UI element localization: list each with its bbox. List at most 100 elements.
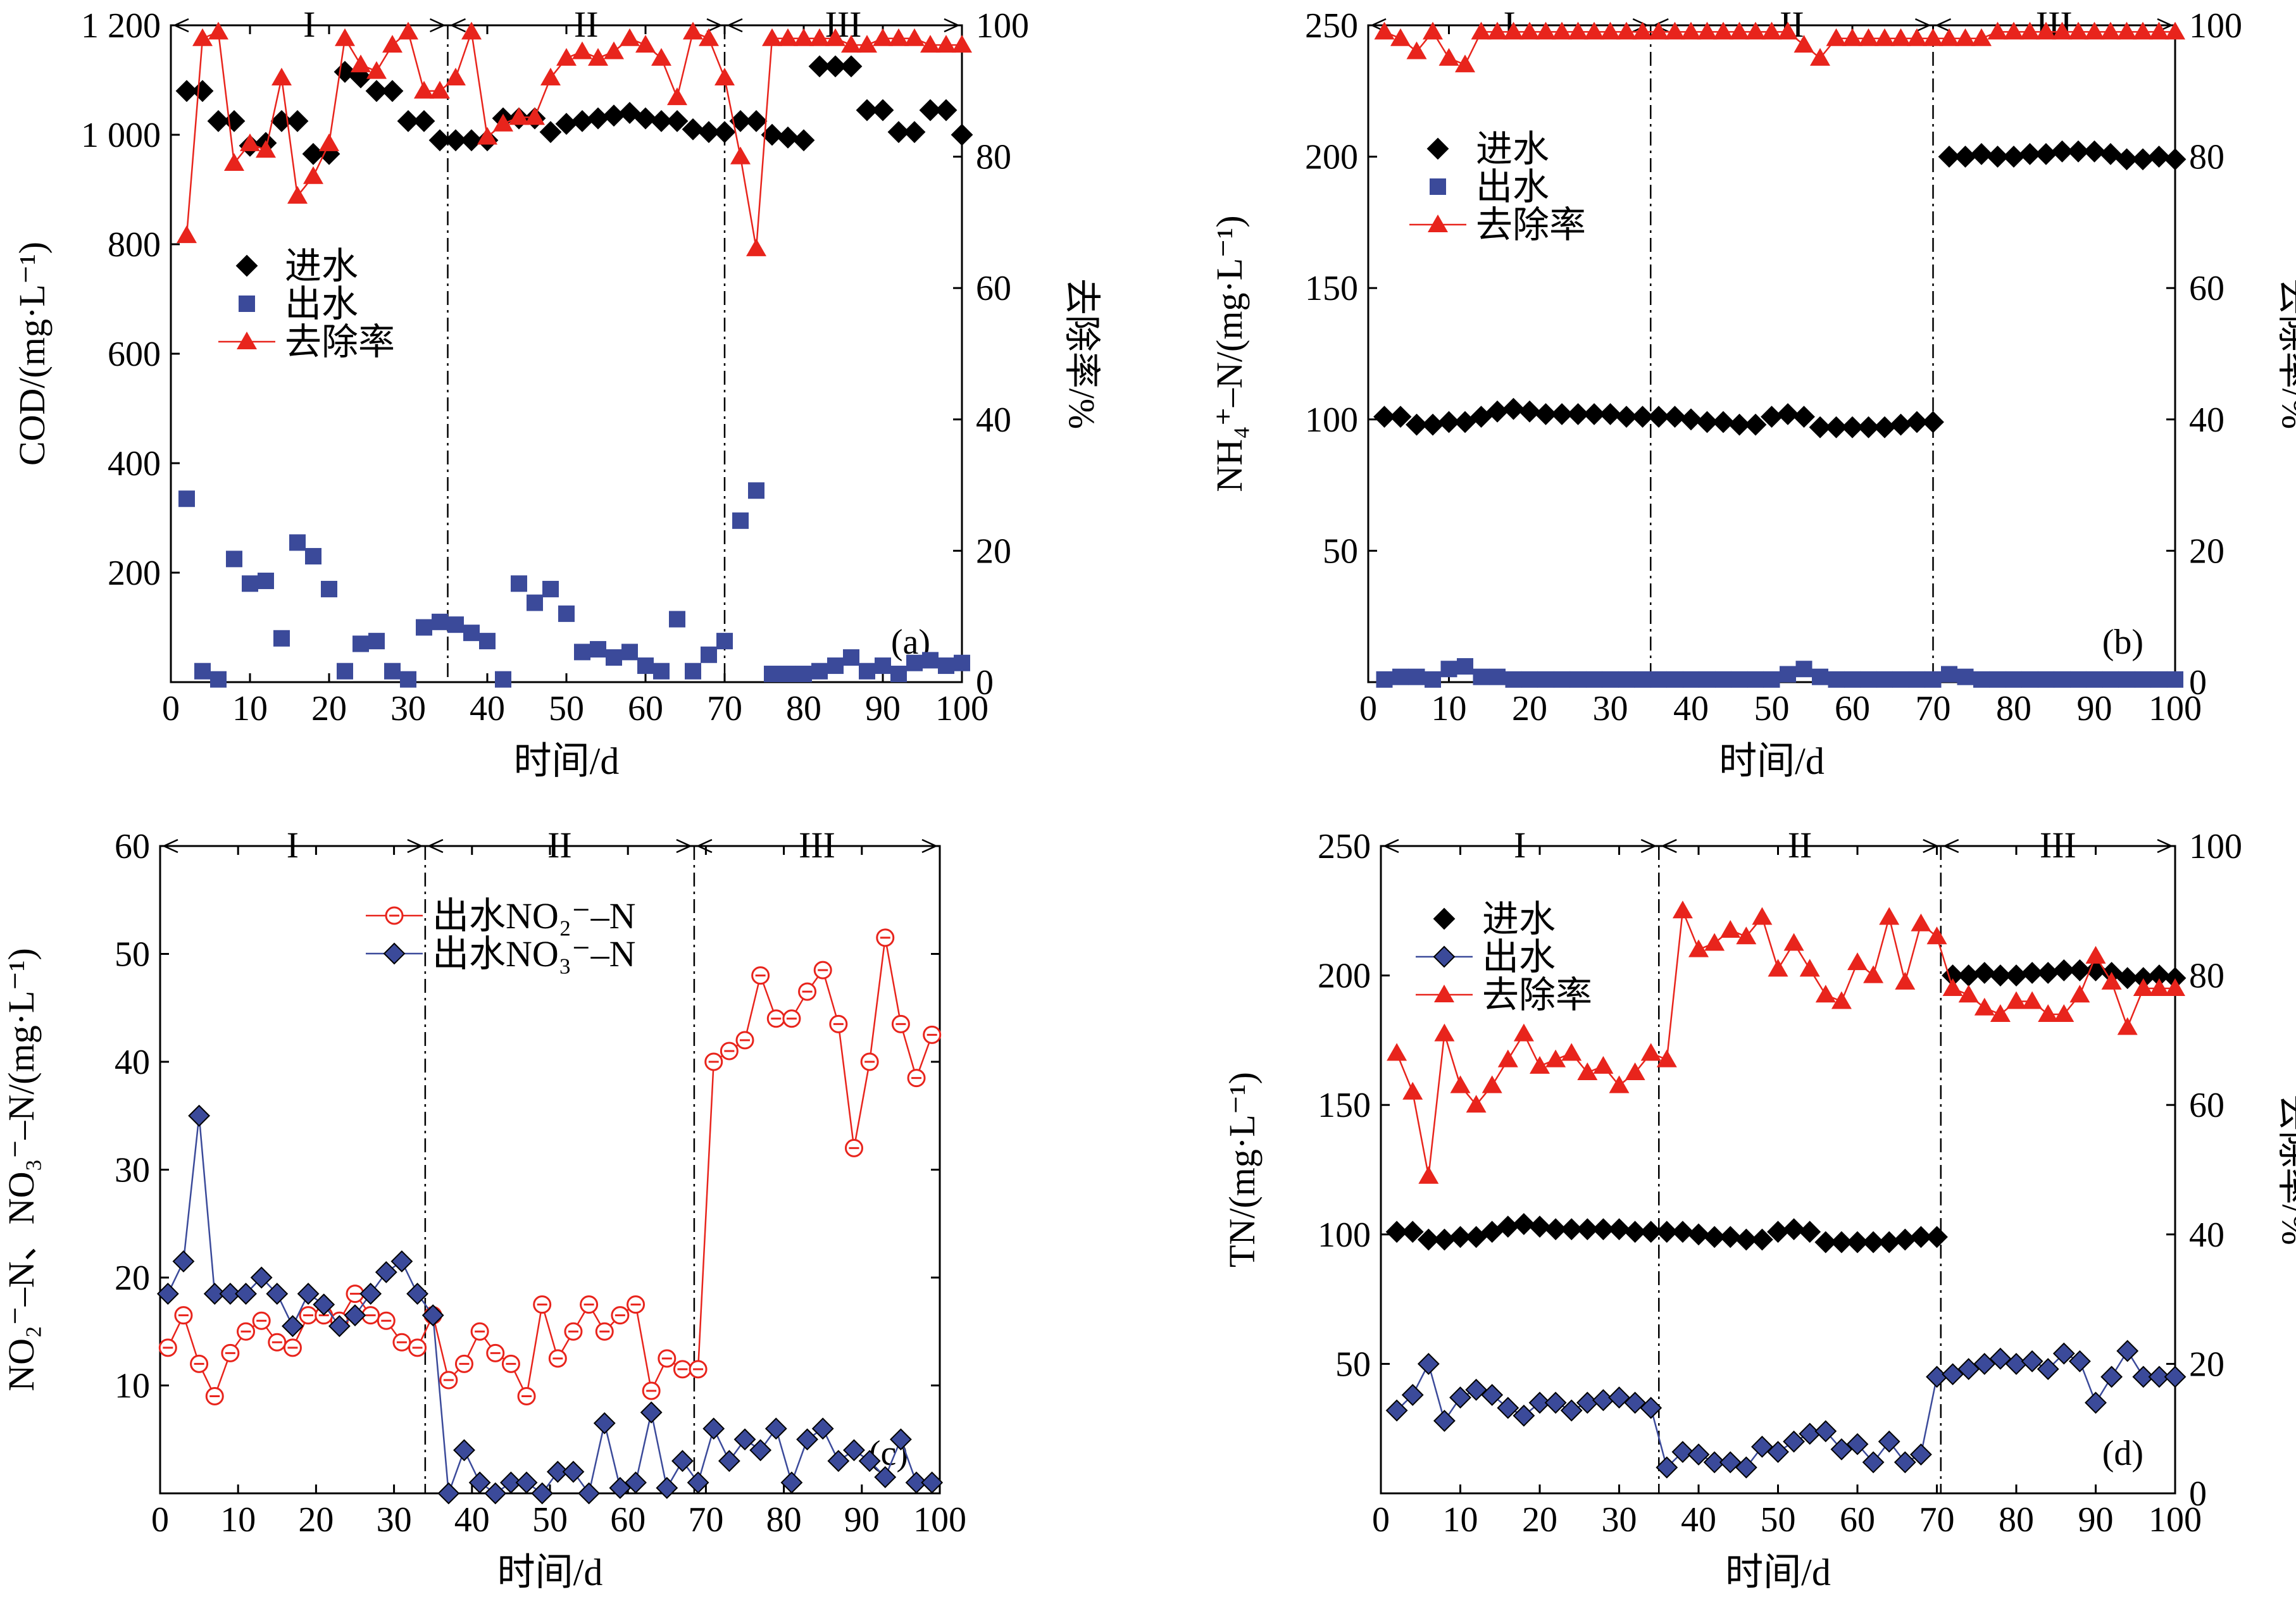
data-point (2101, 971, 2122, 990)
chart-panel-b: 0 10 20 30 40 50 60 70 80 90 100 50 100 150 200 250 0 20 4… (1209, 4, 2296, 782)
data-point (1649, 22, 1669, 40)
data-point (856, 99, 878, 121)
data-point (593, 1412, 616, 1434)
data-point (1656, 1049, 1677, 1067)
phase-label: II (574, 4, 599, 45)
data-point (651, 47, 671, 66)
data-point (749, 1439, 772, 1462)
y2-tick-label: 100 (2189, 6, 2242, 46)
data-point (1809, 416, 1831, 439)
data-point (1513, 1404, 1535, 1427)
data-point (792, 129, 815, 152)
data-point (414, 80, 434, 99)
data-point (1926, 1226, 1948, 1248)
x-tick-label: 80 (1996, 689, 2031, 728)
data-point (954, 654, 970, 671)
data-point (1763, 671, 1780, 688)
data-point (587, 107, 609, 130)
data-point (732, 512, 749, 529)
data-point (1688, 939, 1709, 957)
data-point (653, 663, 670, 680)
data-point (1449, 1226, 1471, 1248)
data-point (571, 109, 594, 132)
y-tick-label: 40 (115, 1043, 150, 1082)
legend-item: 进水 (1426, 128, 1549, 170)
data-point (1519, 22, 1540, 40)
data-point (1778, 22, 1798, 40)
data-point (1974, 997, 1995, 1016)
data-point (416, 619, 432, 636)
data-point (697, 121, 720, 144)
data-point (432, 613, 448, 630)
data-point (859, 663, 875, 680)
data-point (297, 1283, 320, 1305)
series (1373, 140, 2187, 439)
data-point (384, 663, 401, 680)
data-point (408, 1338, 427, 1357)
data-point (328, 1315, 351, 1338)
data-point (1569, 671, 1587, 688)
data-point (1568, 22, 1588, 40)
legend-item: 去除率 (1409, 204, 1586, 246)
x-tick-label: 40 (470, 689, 505, 728)
data-point (562, 1460, 585, 1483)
data-point (2148, 146, 2170, 168)
data-point (1907, 28, 1927, 46)
y-axis-label: COD/(mg·L⁻¹) (11, 242, 53, 466)
data-point (1616, 22, 1637, 40)
data-point (1632, 406, 1654, 428)
data-point (1857, 416, 1880, 439)
data-point (313, 1293, 335, 1316)
data-point (1973, 671, 1990, 688)
x-tick-label: 20 (1512, 689, 1547, 728)
x-tick-label: 60 (1835, 689, 1870, 728)
data-point (687, 1471, 709, 1494)
data-point (517, 1387, 536, 1406)
y2-tick-label: 100 (2189, 827, 2242, 866)
data-point (2099, 143, 2122, 165)
x-tick-label: 70 (1919, 1500, 1955, 1540)
y2-tick-label: 60 (2189, 1086, 2224, 1125)
data-point (748, 482, 764, 499)
data-point (174, 1306, 193, 1325)
data-point (2131, 148, 2154, 171)
data-point (1878, 1430, 1900, 1453)
data-point (1862, 1231, 1885, 1254)
legend-marker (1430, 178, 1446, 195)
data-point (1454, 411, 1476, 433)
x-tick-label: 90 (2077, 689, 2112, 728)
data-point (1385, 1221, 1408, 1243)
data-point (2067, 140, 2090, 163)
data-point (699, 28, 719, 46)
data-point (223, 109, 246, 132)
data-point (1577, 1062, 1598, 1081)
data-point (381, 80, 404, 103)
data-point (548, 1349, 567, 1368)
y2-tick-label: 0 (2189, 1474, 2207, 1514)
data-point (2021, 1350, 2043, 1372)
data-point (282, 1315, 304, 1338)
data-point (1455, 54, 1475, 73)
data-point (1728, 413, 1750, 436)
data-point (685, 663, 701, 680)
data-point (470, 1322, 489, 1341)
series (175, 55, 973, 165)
data-point (447, 616, 464, 633)
data-point (493, 113, 513, 132)
data-point (1814, 1420, 1837, 1443)
data-point (501, 1354, 520, 1373)
data-point (400, 671, 416, 688)
legend-label: 出水 (1482, 937, 1556, 978)
legend-item: 出水 (1416, 937, 1556, 978)
x-tick-label: 60 (1840, 1500, 1875, 1540)
data-point (1942, 978, 1963, 997)
data-point (2148, 1366, 2171, 1388)
data-point (515, 1471, 538, 1494)
data-point (1731, 671, 1748, 688)
data-point (531, 1482, 554, 1505)
data-point (889, 28, 909, 46)
data-point (1812, 668, 1828, 685)
y-tick-label: 50 (1323, 532, 1358, 571)
data-point (704, 1052, 723, 1071)
data-point (392, 1333, 411, 1352)
